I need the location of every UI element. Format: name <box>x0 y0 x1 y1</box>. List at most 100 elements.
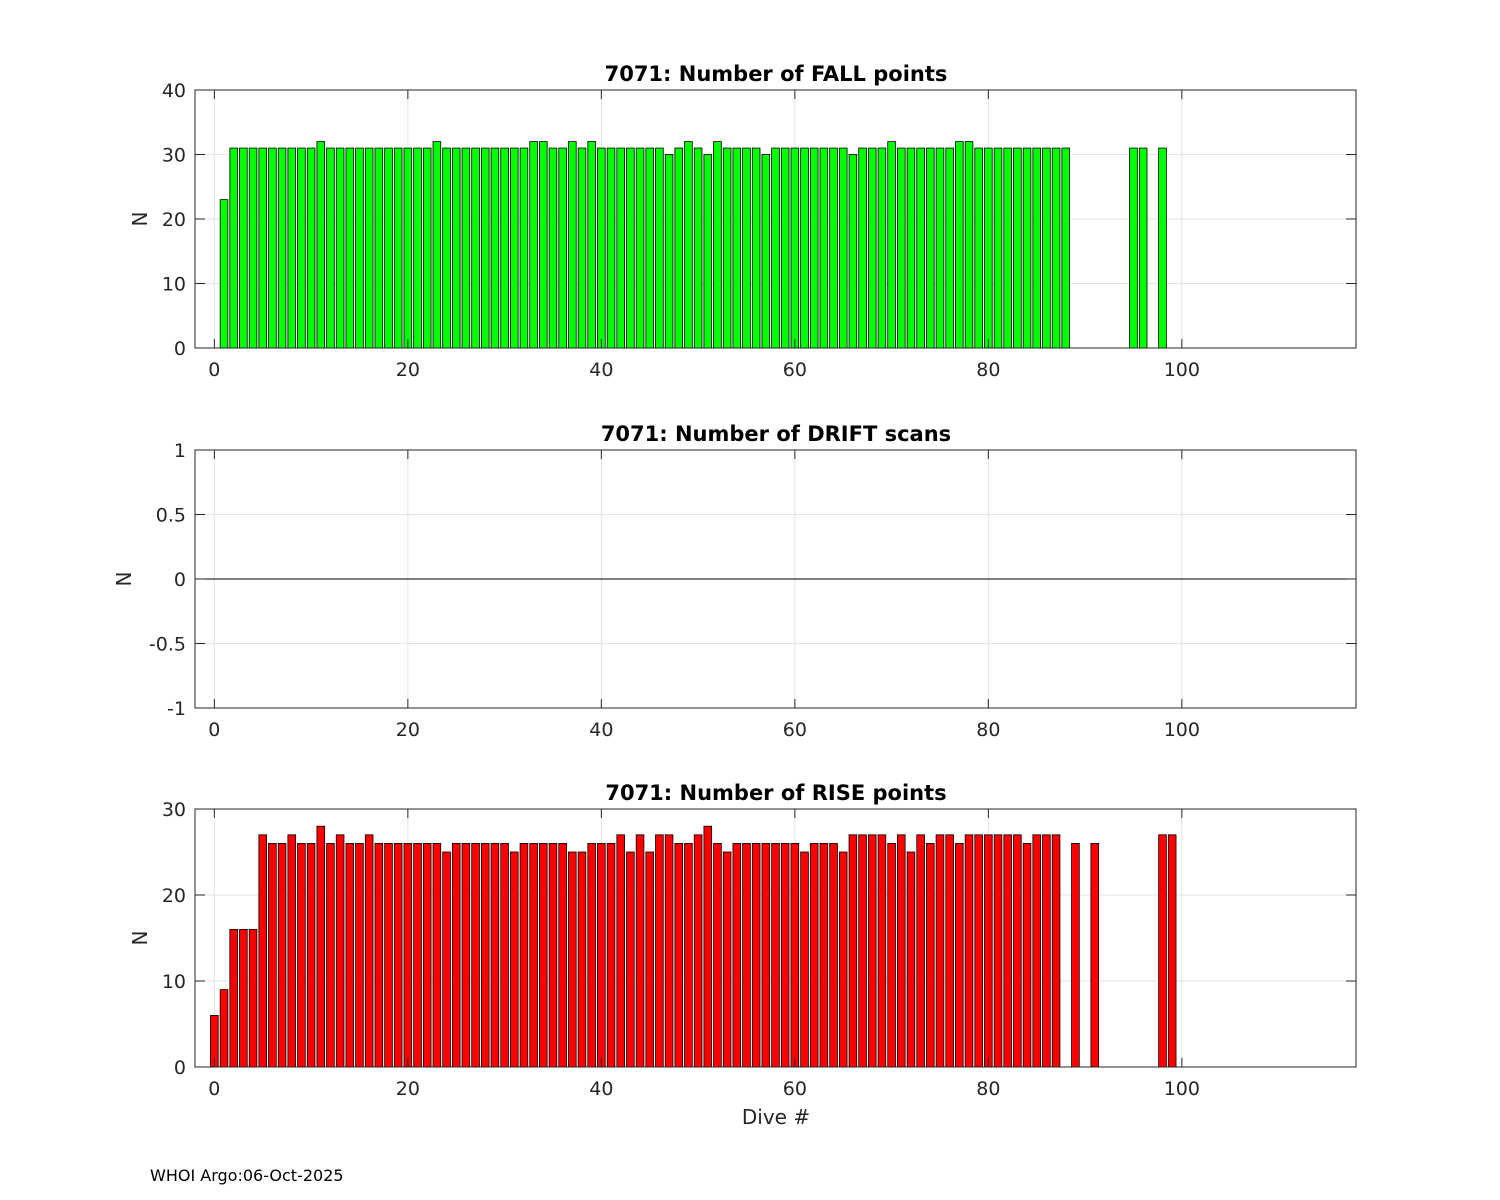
fall-bar <box>955 141 964 349</box>
fall-bar <box>519 147 529 349</box>
rise-bar <box>926 843 935 1068</box>
fall-bar <box>790 147 800 349</box>
rise-bar <box>519 843 529 1068</box>
rise-bar <box>964 834 974 1068</box>
rise-bar <box>490 843 500 1068</box>
fall-bar <box>800 147 809 349</box>
fall-bar <box>887 141 896 349</box>
fall-bar <box>780 147 790 349</box>
fall-bar <box>819 147 829 349</box>
rise-bar <box>422 843 432 1068</box>
rise-bar <box>848 834 858 1068</box>
fall-bar <box>838 147 848 349</box>
rise-bar <box>384 843 393 1068</box>
rise-bar <box>877 834 887 1068</box>
rise-bar <box>548 843 558 1068</box>
rise-bar <box>539 843 548 1068</box>
rise-y-tick-label: 10 <box>162 971 186 993</box>
fall-bar <box>461 147 471 349</box>
fall-bar <box>645 147 654 349</box>
rise-bar <box>935 834 945 1068</box>
fall-bar <box>229 147 238 349</box>
fall-y-axis-label: N <box>128 212 152 227</box>
rise-bar <box>306 843 316 1068</box>
rise-bar <box>771 843 780 1068</box>
fall-bar <box>877 147 887 349</box>
rise-bar <box>248 929 258 1068</box>
rise-bar <box>838 851 848 1068</box>
fall-bar <box>597 147 606 349</box>
fall-bar <box>413 147 422 349</box>
rise-x-tick-label: 20 <box>396 1078 420 1100</box>
fall-bar <box>1042 147 1051 349</box>
drift-y-tick-label: -1 <box>167 698 186 720</box>
rise-bar <box>413 843 422 1068</box>
fall-bar <box>655 147 664 349</box>
fall-bar <box>1022 147 1032 349</box>
fall-x-tick-label: 0 <box>208 359 220 381</box>
drift-axes-box <box>194 449 1357 709</box>
drift-x-tick-label: 60 <box>783 719 807 741</box>
fall-bar <box>751 147 761 349</box>
fall-bar <box>964 141 974 349</box>
rise-bar <box>1013 834 1022 1068</box>
fall-bar <box>577 147 587 349</box>
rise-bar <box>809 843 819 1068</box>
rise-bar <box>345 843 355 1068</box>
fall-y-tick-label: 20 <box>162 209 186 231</box>
rise-bar <box>993 834 1003 1068</box>
rise-x-axis-label: Dive # <box>742 1105 810 1129</box>
fall-bar <box>316 141 326 349</box>
rise-bar <box>287 834 297 1068</box>
fall-x-tick-label: 40 <box>589 359 613 381</box>
rise-bar <box>529 843 538 1068</box>
rise-bar <box>277 843 287 1068</box>
fall-bar <box>587 141 596 349</box>
rise-bar <box>355 843 364 1068</box>
rise-bar <box>790 843 800 1068</box>
rise-bar <box>442 851 451 1068</box>
fall-bar <box>867 147 877 349</box>
rise-bar <box>732 843 742 1068</box>
fall-bar <box>297 147 306 349</box>
rise-bar <box>451 843 461 1068</box>
rise-bar <box>1158 834 1167 1068</box>
fall-bar <box>239 147 248 349</box>
fall-bar <box>926 147 935 349</box>
drift-scans-panel: 7071: Number of DRIFT scans N 0 20 40 60 80 1… <box>112 422 1357 741</box>
fall-bar <box>945 147 954 349</box>
rise-bar <box>374 843 384 1068</box>
rise-bar <box>606 843 616 1068</box>
fall-axes-box <box>194 89 1357 349</box>
rise-bar <box>819 843 829 1068</box>
rise-bar <box>713 843 722 1068</box>
rise-bar <box>239 929 248 1068</box>
fall-bar <box>684 141 693 349</box>
rise-bar <box>597 843 606 1068</box>
rise-bar <box>984 834 993 1068</box>
fall-bar <box>539 141 548 349</box>
rise-bar <box>742 843 751 1068</box>
rise-points-panel: 7071: Number of RISE points N 0 20 40 60 80 1… <box>128 781 1357 1129</box>
rise-bar <box>471 843 480 1068</box>
drift-y-tick-label: 0 <box>174 569 186 591</box>
drift-ticks: 0 20 40 60 80 100 -1 -0.5 0 0.5 1 <box>149 440 1356 741</box>
fall-bar <box>432 141 442 349</box>
rise-bar <box>326 843 335 1068</box>
fall-bar <box>442 147 451 349</box>
rise-bar <box>955 843 964 1068</box>
fall-bar <box>258 147 267 349</box>
rise-bar <box>510 851 519 1068</box>
rise-bar <box>761 843 771 1068</box>
fall-bar <box>761 154 771 349</box>
rise-bar <box>626 851 635 1068</box>
drift-y-axis-label: N <box>112 572 136 587</box>
rise-bar <box>480 843 490 1068</box>
rise-bar <box>674 843 684 1068</box>
rise-bar <box>568 851 577 1068</box>
fall-bar <box>374 147 384 349</box>
rise-bar <box>219 989 229 1068</box>
rise-chart-title: 7071: Number of RISE points <box>605 781 946 805</box>
drift-y-tick-label: 0.5 <box>156 505 186 527</box>
drift-y-tick-label: -0.5 <box>149 634 186 656</box>
